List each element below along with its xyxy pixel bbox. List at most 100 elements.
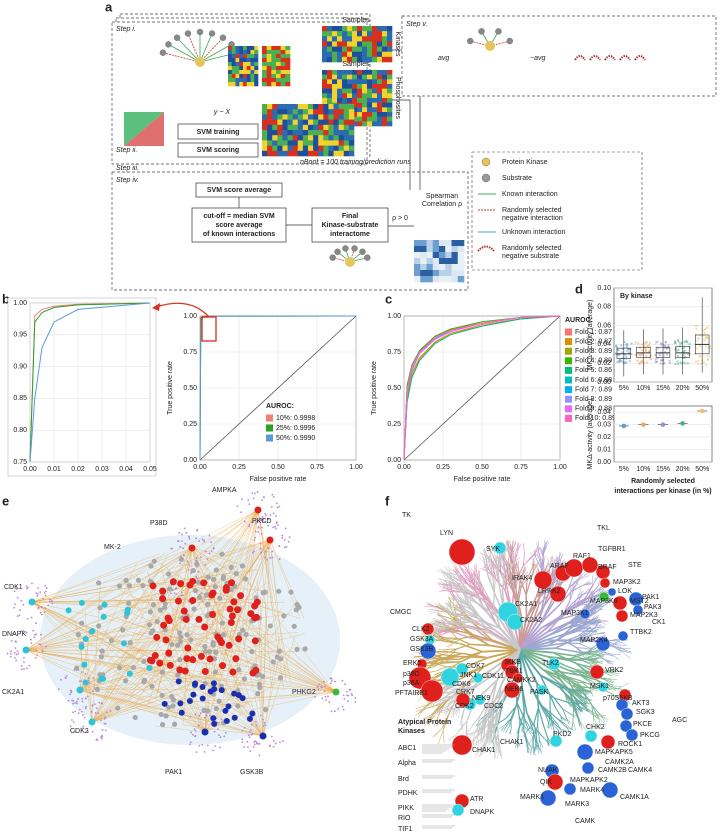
- edge: [162, 52, 201, 63]
- tree-branch: [579, 686, 593, 705]
- heatmap-cell: [414, 270, 421, 277]
- substrate-dot: [320, 685, 323, 688]
- kinase-circle: [576, 743, 594, 761]
- heatmap-cell: [322, 74, 328, 80]
- heatmap-cell: [323, 130, 329, 136]
- jitter-point: [624, 362, 628, 365]
- tree-branch: [469, 643, 490, 647]
- tree-branch: [516, 702, 525, 718]
- x-tick-label: 15%: [656, 385, 670, 392]
- tree-branch: [443, 571, 451, 579]
- heatmap-cell: [267, 135, 273, 141]
- kinase-circle: [539, 789, 557, 807]
- tree-branch: [542, 668, 560, 680]
- heatmap-cell: [457, 246, 465, 253]
- legend-swatch: [565, 376, 572, 384]
- substrate-node: [241, 676, 248, 682]
- kinase-label: RAF1: [573, 553, 591, 560]
- tree-branch: [583, 587, 590, 595]
- kinase-label: MAP3K6: [590, 598, 618, 605]
- tree-branch: [477, 716, 480, 727]
- heatmap-cell: [420, 264, 427, 271]
- heatmap-cell: [292, 114, 299, 120]
- substrate-dot: [10, 640, 13, 642]
- tree-branch: [467, 632, 490, 647]
- heatmap-cell: [382, 112, 388, 117]
- heatmap-cell: [262, 145, 268, 152]
- kinase-circle: [595, 636, 611, 652]
- kinase-label: p38D: [403, 671, 420, 678]
- tree-branch: [560, 716, 566, 721]
- tree-branch: [574, 613, 577, 619]
- tree-branch: [564, 630, 579, 636]
- kinase-node: [182, 615, 190, 623]
- jitter-point: [708, 355, 711, 358]
- tree-branch: [478, 743, 485, 751]
- jitter-point: [674, 357, 677, 360]
- substrate-node: [194, 561, 200, 567]
- heatmap-cell: [327, 56, 333, 63]
- substrate-dot: [350, 693, 353, 695]
- heatmap-cell: [276, 74, 281, 79]
- tree-branch: [526, 712, 534, 732]
- substrate-dot: [259, 714, 262, 717]
- heatmap-cell: [352, 70, 358, 75]
- heatmap-cell: [357, 121, 363, 127]
- edge: [87, 682, 264, 737]
- jitter-point: [662, 358, 665, 361]
- tree-branch: [461, 705, 466, 721]
- heatmap-cell: [377, 88, 383, 94]
- heatmap-cell: [382, 26, 388, 32]
- substrate-dot: [213, 547, 215, 549]
- heatmap-cell: [231, 66, 236, 71]
- jitter-point: [621, 357, 624, 360]
- tree-branch: [574, 626, 582, 630]
- heatmap-cell: [357, 26, 363, 32]
- heatmap-cell: [445, 276, 452, 283]
- heatmap-cell: [337, 26, 343, 32]
- heatmap-cell: [322, 31, 328, 37]
- kinase-node: [156, 659, 164, 667]
- tree-branch: [577, 695, 584, 702]
- heatmap-cell: [246, 58, 251, 63]
- heatmap-cell: [262, 109, 268, 115]
- jitter-point: [688, 342, 691, 346]
- kinase-circle: [598, 591, 610, 603]
- tree-branch: [525, 580, 531, 596]
- tree-branch: [415, 704, 427, 710]
- heatmap-cell: [328, 109, 334, 115]
- heatmap-cell: [262, 62, 267, 67]
- kinase-label: p70S6KB: [603, 695, 633, 702]
- tree-branch: [569, 583, 572, 591]
- jitter-point: [698, 333, 701, 336]
- kinase-circle: [615, 609, 629, 623]
- heatmap-cell: [231, 62, 236, 67]
- substrate-dot: [14, 603, 16, 606]
- y-tick-label: 0.08: [597, 304, 611, 311]
- edge: [129, 571, 264, 737]
- diagonal: [199, 315, 357, 461]
- tree-branch: [439, 628, 453, 632]
- tree-branch: [527, 728, 535, 735]
- y-tick-label: 0.00: [387, 457, 401, 464]
- tree-branch: [595, 713, 607, 716]
- edge: [25, 574, 131, 651]
- heatmap-cell: [357, 107, 363, 113]
- heatmap-cell: [342, 56, 348, 63]
- heatmap-cell: [302, 124, 309, 131]
- tree-branch: [456, 637, 471, 645]
- tree-branch: [450, 621, 471, 625]
- heatmap-cell: [280, 66, 286, 71]
- tree-branch: [487, 571, 496, 579]
- heatmap-cell: [271, 62, 277, 67]
- hub-node: [188, 544, 196, 552]
- substrate-dot: [84, 697, 87, 700]
- heatmap-cell: [292, 140, 299, 146]
- substrate-dot: [265, 514, 267, 517]
- substrate-dot: [44, 585, 47, 587]
- heatmap-cell: [414, 240, 421, 247]
- mean-point: [621, 423, 627, 429]
- substrate-node: [495, 28, 502, 35]
- tree-branch: [564, 624, 574, 636]
- substrate-node: [276, 648, 282, 654]
